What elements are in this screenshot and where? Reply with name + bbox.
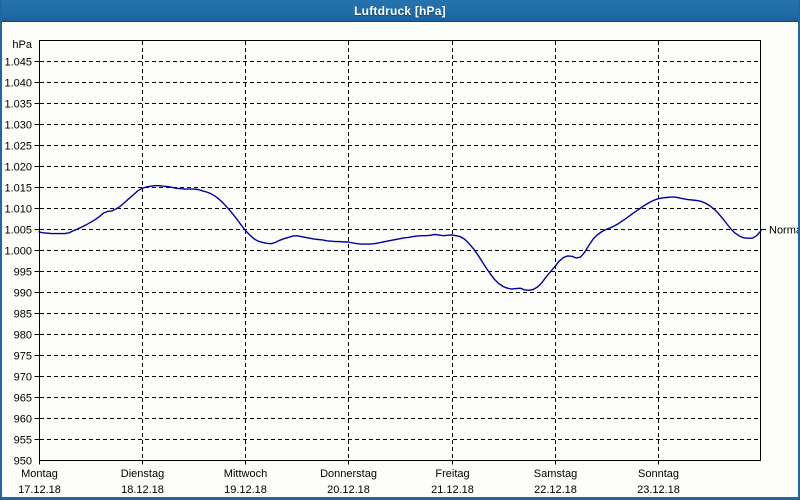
y-tick-label: 1.035	[4, 99, 32, 111]
y-tick-label: 980	[14, 330, 32, 342]
x-date-label: 23.12.18	[637, 484, 680, 496]
x-date-label: 17.12.18	[18, 484, 61, 496]
y-tick-label: 1.025	[4, 141, 32, 153]
y-axis-unit-label: hPa	[12, 39, 32, 51]
y-tick-label: 1.010	[4, 204, 32, 216]
y-tick-label: 950	[14, 456, 32, 468]
y-tick-label: 955	[14, 435, 32, 447]
x-day-label: Montag	[21, 468, 58, 480]
y-tick-label: 1.000	[4, 246, 32, 258]
y-tick-label: 1.015	[4, 183, 32, 195]
x-day-label: Mittwoch	[224, 468, 267, 480]
y-tick-label: 1.040	[4, 78, 32, 90]
normal-label: Normal	[769, 225, 800, 237]
window-titlebar: Luftdruck [hPa]	[2, 0, 798, 22]
x-day-label: Dienstag	[121, 468, 164, 480]
x-date-label: 19.12.18	[224, 484, 267, 496]
y-tick-label: 985	[14, 309, 32, 321]
pressure-curve	[38, 184, 762, 291]
x-date-label: 21.12.18	[431, 484, 474, 496]
plot-frame	[39, 40, 761, 461]
x-day-label: Donnerstag	[320, 468, 377, 480]
y-tick-label: 1.045	[4, 57, 32, 69]
y-tick-label: 960	[14, 414, 32, 426]
y-tick-label: 990	[14, 288, 32, 300]
y-tick-label: 965	[14, 393, 32, 405]
y-tick-label: 1.030	[4, 120, 32, 132]
x-date-label: 22.12.18	[534, 484, 577, 496]
x-day-label: Samstag	[534, 468, 577, 480]
x-date-label: 20.12.18	[327, 484, 370, 496]
x-day-label: Sonntag	[638, 468, 679, 480]
y-tick-label: 1.020	[4, 162, 32, 174]
y-tick-label: 1.005	[4, 225, 32, 237]
y-tick-label: 995	[14, 267, 32, 279]
y-tick-label: 975	[14, 351, 32, 363]
y-tick-label: 970	[14, 372, 32, 384]
x-date-label: 18.12.18	[121, 484, 164, 496]
x-day-label: Freitag	[435, 468, 469, 480]
page-title: Luftdruck [hPa]	[354, 3, 446, 18]
